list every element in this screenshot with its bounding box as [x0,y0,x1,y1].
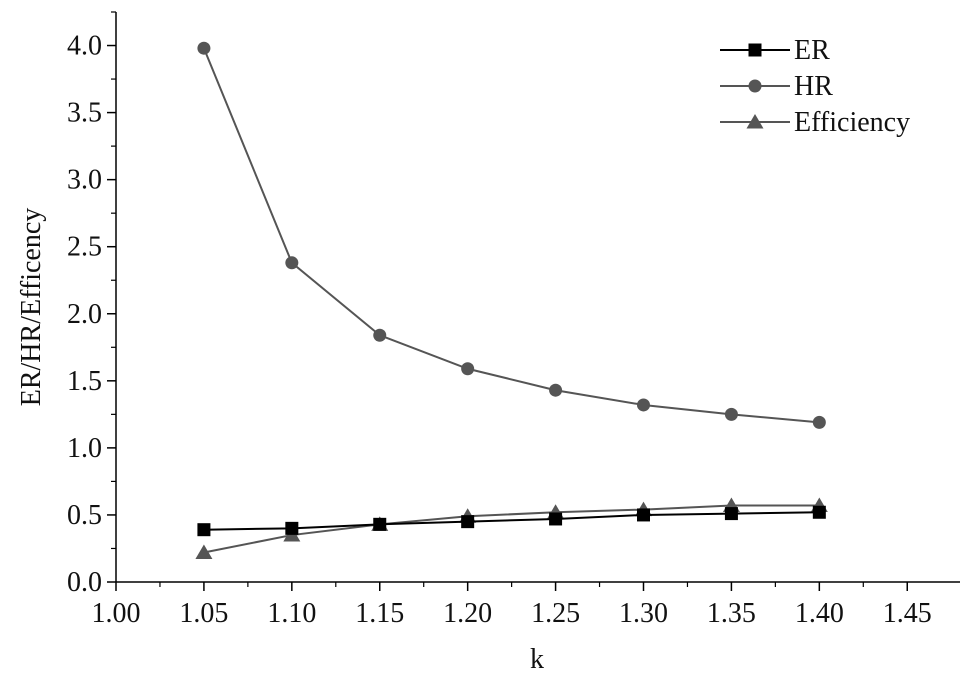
series-line [203,511,820,531]
y-tick-label: 4.0 [67,31,102,62]
x-tick-label: 1.30 [619,598,668,629]
x-tick-label: 1.10 [267,598,316,629]
data-point [373,517,387,531]
x-tick-label: 1.00 [92,598,141,629]
axes [115,12,960,583]
data-point [724,407,738,421]
x-axis-ticks: 1.00 1.05 1.10 1.15 1.20 1.25 1.30 1.35 1.40 1.45 [92,582,932,629]
legend-marker [748,43,762,57]
series-line [203,504,820,554]
data-point [461,515,475,529]
data-point [549,512,563,526]
data-point [197,41,211,55]
data-point [285,521,299,535]
data-point [373,328,387,342]
x-tick-label: 1.20 [443,598,492,629]
y-tick-label: 1.5 [67,366,102,397]
legend-item-hr: HR [720,71,833,102]
series-layer [195,41,828,559]
x-tick-label: 1.05 [179,598,228,629]
y-tick-label: 2.5 [67,232,102,263]
legend-label: Efficiency [794,107,910,138]
x-tick-label: 1.40 [795,598,844,629]
legend-label: ER [794,35,830,66]
data-point [461,362,475,376]
y-axis-title: ER/HR/Efficency [16,208,47,407]
x-tick-label: 1.35 [707,598,756,629]
legend-marker [748,79,762,93]
legend-marker [746,114,764,129]
y-tick-label: 1.0 [67,433,102,464]
data-point [812,415,826,429]
y-tick-label: 0.5 [67,500,102,531]
data-point [724,507,738,521]
x-tick-label: 1.15 [355,598,404,629]
x-tick-label: 1.25 [531,598,580,629]
legend-item-er: ER [720,35,830,66]
data-point [197,523,211,537]
data-point [549,383,563,397]
data-point [637,508,650,522]
data-point [285,256,299,270]
data-point [195,544,213,559]
series-hr [197,41,826,429]
series-line [202,47,820,424]
y-tick-label: 3.5 [67,98,102,129]
y-tick-label: 0.0 [67,567,102,598]
data-point [637,398,650,412]
legend-label: HR [794,71,833,102]
y-axis-ticks: 0.0 0.5 1.0 1.5 2.0 2.5 3.0 3.5 4.0 [67,11,116,598]
y-tick-label: 2.0 [67,299,102,330]
x-tick-label: 1.45 [883,598,932,629]
data-point [812,505,826,519]
legend: ER HR Efficiency [720,35,910,138]
x-axis-title: k [530,644,544,675]
y-tick-label: 3.0 [67,165,102,196]
series-er [197,505,826,537]
legend-item-efficiency: Efficiency [720,107,910,138]
